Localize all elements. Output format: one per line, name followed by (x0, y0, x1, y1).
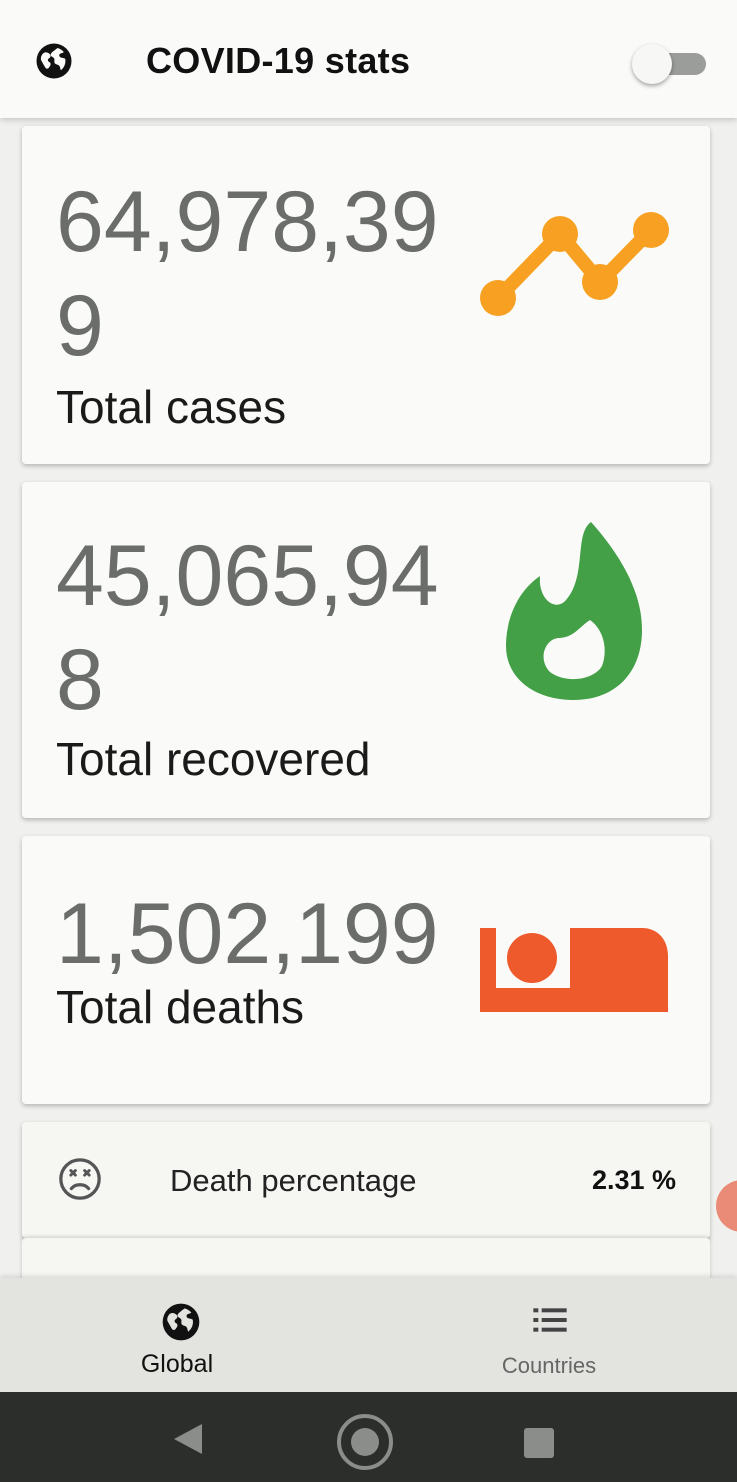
sad-face-icon (59, 1158, 101, 1200)
system-navigation-bar (0, 1392, 737, 1482)
theme-toggle[interactable] (632, 40, 710, 84)
total-deaths-card: 1,502,199 Total deaths (22, 836, 710, 1104)
drop-icon (506, 522, 642, 700)
back-icon[interactable] (170, 1422, 208, 1456)
globe-icon (162, 1303, 200, 1341)
next-stat-row (22, 1238, 710, 1278)
total-cases-value: 64,978,399 (56, 174, 439, 374)
recents-icon[interactable] (522, 1426, 556, 1460)
nav-item-global[interactable]: Global (0, 1278, 368, 1392)
nav-item-countries[interactable]: Countries (368, 1278, 736, 1392)
death-percentage-row: Death percentage 2.31 % (22, 1122, 710, 1238)
globe-icon (36, 43, 72, 79)
death-percentage-value: 2.31 % (591, 1165, 676, 1195)
trending-line-icon (480, 212, 669, 316)
app-bar: COVID-19 stats (0, 0, 737, 118)
total-recovered-card: 45,065,948 Total recovered (22, 482, 710, 818)
floating-action-button[interactable] (716, 1180, 737, 1232)
total-cases-card: 64,978,399 Total cases (22, 126, 710, 464)
home-icon[interactable] (335, 1412, 395, 1472)
page-title: COVID-19 stats (146, 40, 411, 81)
list-icon (533, 1308, 567, 1332)
nav-item-global-label: Global (140, 1350, 214, 1378)
total-deaths-label: Total deaths (56, 981, 305, 1033)
bottom-navigation: Global Countries (0, 1278, 737, 1392)
stats-list[interactable]: 64,978,399 Total cases 45,065,948 Total … (0, 118, 737, 1278)
total-cases-label: Total cases (56, 381, 287, 433)
total-recovered-label: Total recovered (56, 733, 371, 785)
bed-icon (480, 928, 668, 1012)
total-deaths-value: 1,502,199 (56, 886, 439, 982)
death-percentage-label: Death percentage (170, 1163, 417, 1198)
toggle-thumb (632, 44, 672, 84)
total-recovered-value: 45,065,948 (56, 528, 439, 728)
nav-item-countries-label: Countries (501, 1353, 597, 1378)
